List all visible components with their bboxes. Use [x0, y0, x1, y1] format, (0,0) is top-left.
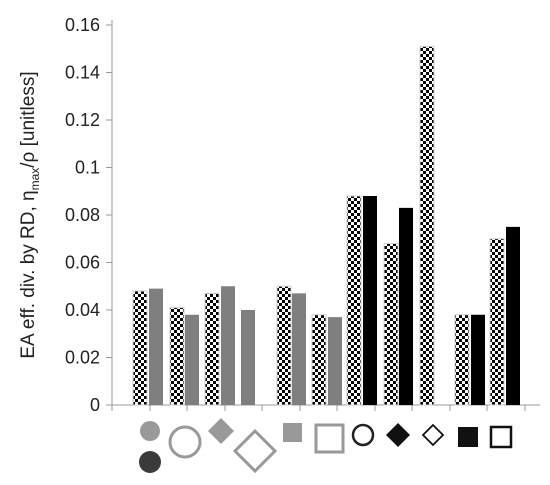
y-tick-label: 0.14 — [65, 63, 100, 83]
bar — [419, 45, 435, 406]
bar — [169, 307, 185, 406]
bar — [185, 314, 199, 405]
bold-open-circle-marker — [351, 423, 375, 447]
filled-circle-marker — [140, 421, 160, 441]
bar — [489, 238, 505, 406]
category-markers — [139, 418, 513, 474]
filled-square-marker — [283, 423, 302, 442]
y-axis-title: EA eff. div. by RD, ηmax/ρ [unitless] — [18, 71, 42, 358]
bar — [471, 314, 485, 405]
y-tick-label: 0.06 — [65, 253, 100, 273]
y-tick-label: 0.12 — [65, 110, 100, 130]
y-axis: 0 0.02 0.04 0.06 0.08 0.1 0.12 0.14 0.16 — [65, 15, 540, 415]
y-tick-label: 0.02 — [65, 348, 100, 368]
bar — [363, 196, 377, 405]
open-circle-marker — [168, 425, 202, 459]
bar — [132, 290, 148, 406]
small-open-diamond-marker — [421, 423, 445, 447]
bar — [383, 243, 399, 406]
bar — [204, 292, 220, 406]
dark-circle-marker — [139, 451, 161, 473]
bar — [292, 293, 306, 405]
y-tick-label: 0.16 — [65, 15, 100, 35]
bar — [454, 314, 470, 406]
bold-open-square-marker — [489, 425, 513, 449]
y-axis-label: EA eff. div. by RD, ηmax/ρ [unitless] — [18, 71, 42, 358]
black-diamond-marker — [386, 423, 410, 447]
black-square-marker — [458, 427, 478, 447]
open-square-marker — [314, 423, 345, 454]
bar — [328, 317, 342, 405]
y-tick-label: 0 — [90, 395, 100, 415]
bar — [276, 285, 292, 406]
bar — [311, 314, 327, 406]
open-diamond-marker — [232, 428, 278, 474]
bar — [399, 207, 413, 405]
bar — [241, 310, 255, 405]
y-tick-label: 0.08 — [65, 205, 100, 225]
bars — [132, 45, 520, 406]
y-tick-label: 0.04 — [65, 300, 100, 320]
bar — [221, 286, 235, 405]
bar — [506, 226, 520, 405]
filled-diamond-marker — [208, 418, 234, 444]
y-tick-label: 0.1 — [75, 158, 100, 178]
bar — [346, 195, 362, 406]
bar — [149, 288, 163, 405]
